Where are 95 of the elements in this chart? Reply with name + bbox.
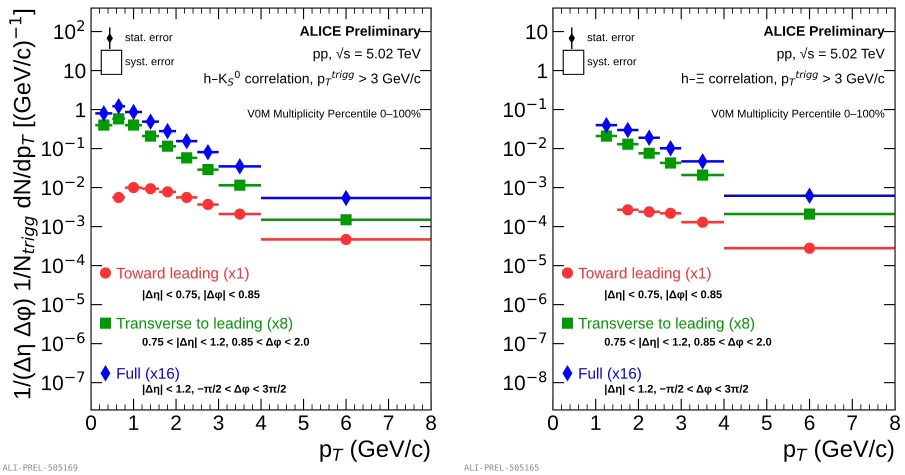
point	[144, 183, 156, 194]
annotation: V0M Multiplicity Percentile 0–100%	[711, 109, 884, 120]
annotation: |Δη| < 1.2, −π/2 < Δφ < 3π/2	[142, 384, 286, 396]
annotation: 0.75 < |Δη| < 1.2, 0.85 < Δφ < 2.0	[604, 338, 772, 348]
point	[98, 120, 110, 131]
annotation: |Δη| < 0.75, |Δφ| < 0.85	[142, 290, 260, 301]
point	[664, 157, 676, 168]
x-tick-label: 4	[256, 416, 266, 430]
annotation: |Δη| < 0.75, |Δφ| < 0.85	[605, 290, 722, 301]
point	[644, 148, 655, 159]
y-tick-label: 10$^{−2}$	[504, 137, 546, 156]
annotation: pp, √s = 5.02 TeV	[778, 47, 885, 62]
annotation: |Δη| < 1.2, −π/2 < Δφ < 3π/2	[605, 384, 748, 396]
x-tick-label: 5	[298, 416, 308, 430]
y-tick-label: 1	[538, 64, 548, 78]
annotation: h–K$_{S}$$^{0}$ correlation, p$_{T}$$^{trigg}$ > 3 GeV/c	[204, 70, 420, 86]
annotation: ALICE Preliminary	[764, 26, 885, 39]
point	[234, 180, 246, 191]
x-tick-label: 3	[676, 415, 686, 430]
annotation: h–Ξ correlation, p$_{T}$$^{trigg}$ > 3 GeV/c	[682, 70, 884, 86]
point	[697, 169, 708, 181]
point	[162, 140, 174, 152]
point	[664, 208, 676, 219]
x-tick-label: 1	[592, 416, 600, 430]
point	[804, 208, 816, 220]
legend-label: Transverse to leading (x8)	[578, 317, 754, 332]
x-tick-label: 2	[171, 415, 181, 430]
x-tick-label: 7	[848, 416, 858, 430]
y-tick-label: 10$^{−3}$	[42, 215, 84, 234]
y-tick-label: 10$^{−4}$	[504, 215, 547, 234]
point	[804, 242, 816, 254]
y-axis-title: 1/(Δη Δφ) 1/N$_{trigg}$ dN/dp$_{T}$ [(GeV/c)$^{−1}$]	[9, 10, 38, 398]
x-axis-title: p$_{T}$ (GeV/c)	[320, 440, 430, 462]
y-tick-label: 10$^{−2}$	[42, 176, 84, 196]
x-tick-label: 1	[129, 416, 138, 430]
point	[113, 192, 124, 203]
x-tick-label: 0	[548, 415, 558, 430]
point	[600, 130, 612, 142]
annotation: stat. error	[587, 34, 635, 42]
y-tick-label: 10$^{−7}$	[42, 371, 84, 390]
x-axis-title: p$_{T}$ (GeV/c)	[784, 440, 894, 462]
y-tick-label: 10$^{−7}$	[504, 332, 546, 352]
annotation: 0.75 < |Δη| < 1.2, 0.85 < Δφ < 2.0	[142, 338, 310, 348]
y-tick-label: 10$^{−1}$	[42, 137, 84, 156]
legend-label: Toward leading (x1)	[116, 267, 249, 282]
text: ALI-PREL-505169	[2, 464, 78, 471]
x-tick-label: 4	[718, 416, 730, 430]
point	[144, 130, 156, 142]
point	[113, 113, 124, 124]
y-tick-label: 10$^{−3}$	[504, 176, 546, 196]
y-tick-label: 10$^{−5}$	[504, 254, 546, 274]
point	[128, 182, 140, 194]
x-tick-label: 5	[762, 416, 772, 430]
point	[697, 216, 708, 228]
x-tick-label: 6	[341, 415, 351, 430]
x-tick-label: 0	[86, 415, 96, 430]
point	[622, 138, 634, 150]
x-tick-label: 3	[214, 415, 224, 430]
point	[340, 214, 352, 226]
point	[622, 204, 634, 216]
point	[644, 206, 655, 218]
point	[234, 208, 246, 220]
y-tick-label: 10	[64, 64, 86, 78]
legend-label: Full (x16)	[579, 368, 641, 382]
y-tick-label: 1	[76, 102, 86, 118]
point	[162, 186, 174, 198]
annotation: ALICE Preliminary	[300, 26, 421, 39]
y-tick-label: 10$^{−6}$	[42, 332, 85, 352]
y-tick-label: 10$^{−1}$	[504, 98, 546, 118]
annotation: pp, √s = 5.02 TeV	[314, 47, 421, 62]
annotation: V0M Multiplicity Percentile 0–100%	[247, 109, 420, 120]
legend-label: Full (x16)	[117, 368, 179, 382]
y-tick-label: 10	[526, 24, 548, 40]
legend-label: Toward leading (x1)	[578, 267, 710, 282]
annotation: stat. error	[125, 34, 172, 42]
x-tick-label: 6	[804, 415, 814, 430]
x-tick-label: 7	[384, 416, 394, 430]
y-tick-label: 10$^{−4}$	[42, 254, 85, 274]
annotation: syst. error	[125, 58, 174, 68]
y-tick-label: 10$^{−5}$	[42, 293, 84, 312]
text: ALI-PREL-505165	[464, 464, 539, 471]
point	[128, 120, 140, 131]
y-tick-label: 10$^{−8}$	[504, 371, 546, 390]
x-tick-label: 2	[634, 415, 644, 430]
legend-label: Transverse to leading (x8)	[116, 317, 292, 332]
y-tick-label: 10$^{−6}$	[504, 293, 546, 312]
point	[202, 164, 214, 176]
annotation: syst. error	[587, 58, 636, 68]
point	[202, 198, 214, 210]
x-tick-label: 8	[426, 415, 436, 430]
point	[181, 152, 192, 164]
point	[340, 234, 352, 245]
x-tick-label: 8	[890, 415, 900, 430]
y-tick-label: 10$^{2}$	[54, 20, 84, 40]
point	[181, 192, 192, 203]
